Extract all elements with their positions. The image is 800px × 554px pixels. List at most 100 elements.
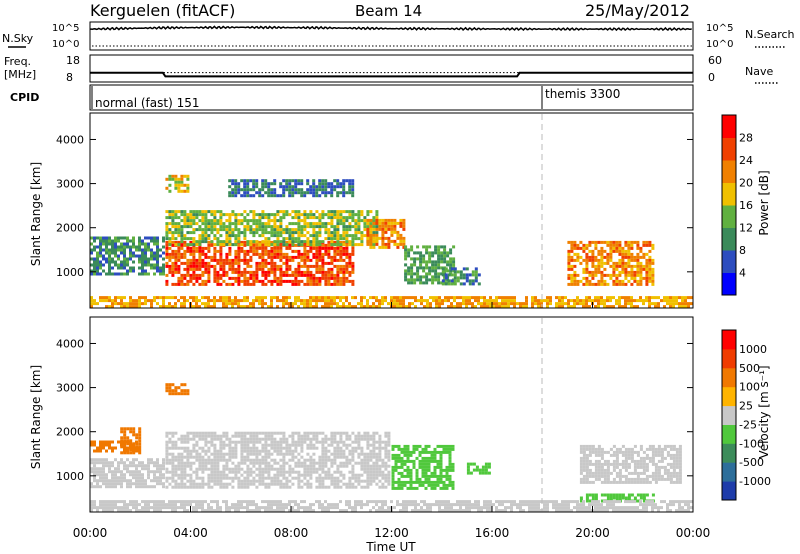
- data-cell: [360, 449, 364, 453]
- data-cell: [174, 470, 178, 474]
- data-cell: [579, 302, 582, 306]
- data-cell: [267, 216, 271, 220]
- data-cell: [156, 458, 159, 462]
- data-cell: [216, 437, 220, 441]
- data-cell: [648, 279, 652, 283]
- data-cell: [210, 476, 214, 480]
- data-cell: [243, 449, 247, 453]
- data-cell: [294, 240, 298, 244]
- data-cell: [138, 430, 142, 434]
- data-cell: [168, 246, 172, 250]
- data-cell: [132, 305, 135, 309]
- data-cell: [681, 299, 684, 303]
- data-cell: [423, 305, 426, 309]
- data-cell: [306, 255, 310, 259]
- data-cell: [445, 465, 449, 469]
- data-cell: [459, 296, 462, 300]
- data-cell: [168, 183, 172, 187]
- data-cell: [276, 194, 280, 198]
- data-cell: [456, 302, 459, 306]
- data-cell: [237, 461, 241, 465]
- data-cell: [252, 194, 256, 198]
- data-cell: [219, 213, 223, 217]
- data-cell: [99, 500, 102, 504]
- data-cell: [336, 219, 340, 223]
- data-cell: [300, 234, 304, 238]
- data-cell: [243, 237, 247, 241]
- data-cell: [681, 302, 684, 306]
- data-cell: [424, 459, 428, 463]
- data-cell: [669, 296, 672, 300]
- data-cell: [327, 252, 331, 256]
- data-cell: [264, 446, 268, 450]
- data-cell: [249, 473, 253, 477]
- data-cell: [624, 447, 628, 451]
- data-cell: [433, 450, 437, 454]
- data-cell: [198, 305, 201, 309]
- data-cell: [303, 234, 307, 238]
- data-cell: [147, 467, 150, 471]
- data-cell: [409, 486, 413, 490]
- data-cell: [126, 485, 129, 489]
- data-cell: [177, 482, 181, 486]
- data-cell: [312, 437, 316, 441]
- data-cell: [303, 228, 307, 232]
- data-cell: [228, 234, 232, 238]
- data-cell: [585, 456, 589, 460]
- data-cell: [540, 302, 543, 306]
- data-cell: [475, 465, 479, 469]
- data-cell: [410, 281, 414, 285]
- data-cell: [639, 270, 643, 274]
- data-cell: [282, 296, 285, 300]
- data-cell: [96, 509, 99, 513]
- data-cell: [609, 296, 612, 300]
- data-cell: [357, 446, 361, 450]
- data-cell: [306, 243, 310, 247]
- data-cell: [465, 267, 469, 271]
- data-cell: [594, 493, 598, 497]
- data-cell: [585, 480, 589, 484]
- data-cell: [436, 444, 440, 448]
- data-cell: [276, 249, 280, 253]
- data-cell: [657, 453, 661, 457]
- data-cell: [180, 213, 184, 217]
- data-cell: [192, 437, 196, 441]
- data-cell: [651, 270, 655, 274]
- data-cell: [126, 436, 130, 440]
- data-cell: [297, 437, 301, 441]
- data-cell: [384, 296, 387, 300]
- data-cell: [588, 468, 592, 472]
- data-cell: [252, 279, 256, 283]
- data-cell: [261, 182, 265, 186]
- data-cell: [333, 243, 337, 247]
- data-cell: [381, 476, 385, 480]
- data-cell: [654, 474, 658, 478]
- data-cell: [375, 299, 378, 303]
- data-cell: [216, 467, 220, 471]
- data-cell: [606, 243, 610, 247]
- data-cell: [345, 240, 349, 244]
- data-cell: [639, 459, 643, 463]
- data-cell: [273, 249, 277, 253]
- data-cell: [237, 246, 241, 250]
- data-cell: [339, 237, 343, 241]
- data-cell: [384, 242, 388, 246]
- data-cell: [633, 444, 637, 448]
- data-cell: [591, 255, 595, 259]
- data-cell: [381, 242, 385, 246]
- data-cell: [225, 473, 229, 477]
- data-cell: [255, 461, 259, 465]
- data-cell: [165, 296, 168, 300]
- data-cell: [264, 182, 268, 186]
- data-cell: [126, 272, 129, 276]
- data-cell: [327, 255, 331, 259]
- data-cell: [333, 302, 336, 306]
- data-cell: [474, 279, 478, 283]
- data-cell: [258, 222, 262, 226]
- data-cell: [600, 270, 604, 274]
- data-cell: [642, 243, 646, 247]
- data-cell: [400, 486, 404, 490]
- data-cell: [123, 251, 126, 255]
- data-cell: [468, 302, 471, 306]
- data-cell: [448, 453, 452, 457]
